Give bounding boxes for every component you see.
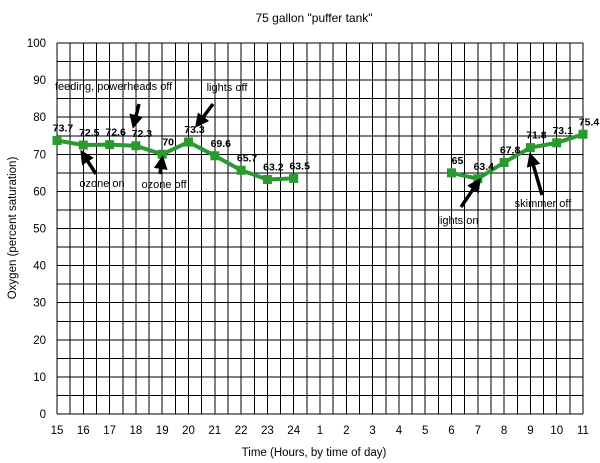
data-point — [262, 175, 272, 185]
annotation-label: ozone off — [141, 179, 187, 191]
data-point — [447, 168, 456, 178]
data-point — [184, 137, 193, 147]
data-point — [105, 140, 115, 150]
y-axis-label: Oxygen (percent saturation) — [7, 157, 19, 300]
annotation-arrow — [153, 155, 168, 175]
y-tick-label: 90 — [33, 75, 46, 87]
data-label: 67.8 — [500, 144, 521, 156]
annotation-label: lights off — [207, 82, 249, 94]
x-tick-label: 10 — [550, 425, 563, 437]
data-point — [289, 173, 299, 183]
x-tick-label: 6 — [448, 425, 454, 437]
series-line — [56, 138, 294, 182]
y-tick-label: 70 — [33, 149, 46, 161]
data-label: 63.2 — [263, 162, 284, 174]
data-label: 72.6 — [105, 127, 126, 139]
data-label: 73.3 — [184, 124, 205, 136]
data-label: 70 — [162, 136, 174, 148]
grid — [56, 42, 584, 415]
data-point — [131, 141, 141, 151]
y-tick-label: 0 — [40, 409, 46, 421]
annotation-arrow — [129, 103, 143, 129]
data-label: 63.5 — [289, 160, 310, 172]
x-tick-label: 2 — [343, 425, 349, 437]
x-tick-label: 23 — [261, 425, 274, 437]
x-tick-label: 19 — [156, 425, 169, 437]
x-tick-label: 16 — [77, 425, 90, 437]
data-label: 71.8 — [526, 130, 547, 142]
data-point — [78, 140, 88, 150]
x-tick-label: 1 — [317, 425, 323, 437]
annotation-arrow — [526, 152, 544, 196]
annotation-label: feeding, powerheads off — [55, 81, 173, 93]
x-tick-label: 9 — [527, 425, 533, 437]
x-tick-label: 15 — [51, 425, 64, 437]
data-point — [210, 151, 220, 161]
annotation-label: ozone on — [79, 178, 124, 190]
annotation-label: lights on — [438, 215, 479, 227]
annotation-arrow — [459, 177, 481, 208]
data-label: 69.6 — [211, 138, 232, 150]
data-point — [157, 149, 167, 159]
annotation-arrow — [80, 149, 98, 175]
data-label: 73.7 — [53, 123, 74, 135]
data-label: 75.4 — [579, 116, 600, 128]
data-label: 65.7 — [237, 152, 258, 164]
x-tick-label: 20 — [182, 425, 195, 437]
data-label: 65 — [452, 155, 464, 167]
data-labels: 73.7 72.5 72.6 72.3 70 73.3 69.6 65.7 63.2 63.5 65… — [53, 116, 600, 173]
data-label: 72.3 — [132, 128, 153, 140]
annotations: feeding, powerheads off ozone on ozone off… — [55, 81, 572, 227]
data-label: 72.5 — [79, 127, 100, 139]
y-tick-label: 10 — [33, 372, 46, 384]
y-tick-label: 50 — [33, 224, 46, 236]
x-tick-label: 22 — [235, 425, 248, 437]
y-tick-label: 30 — [33, 298, 46, 310]
annotation-label: skimmer off — [515, 198, 573, 210]
data-point — [52, 136, 62, 146]
series-layer — [52, 129, 588, 185]
y-tick-label: 100 — [27, 38, 46, 50]
data-label: 63.4 — [474, 161, 495, 173]
annotation-arrow — [195, 102, 215, 128]
x-tick-label: 11 — [577, 425, 589, 437]
data-label: 73.1 — [552, 125, 573, 137]
data-point — [499, 157, 509, 167]
data-point — [552, 138, 562, 148]
x-tick-label: 18 — [130, 425, 143, 437]
data-point — [578, 129, 588, 139]
chart-title: 75 gallon "puffer tank" — [255, 11, 372, 25]
x-tick-label: 4 — [396, 425, 403, 437]
y-tick-label: 20 — [33, 335, 46, 347]
y-tick-label: 80 — [33, 112, 46, 124]
x-tick-label: 24 — [287, 425, 300, 437]
x-tick-label: 5 — [422, 425, 428, 437]
data-point — [525, 143, 535, 153]
data-point — [236, 165, 246, 175]
x-tick-label: 8 — [501, 425, 507, 437]
x-tick-label: 21 — [208, 425, 221, 437]
x-axis-label: Time (Hours, by time of day) — [242, 447, 387, 459]
x-tick-label: 3 — [369, 425, 375, 437]
x-tick-label: 17 — [103, 425, 116, 437]
y-tick-label: 60 — [33, 186, 46, 198]
y-tick-label: 40 — [33, 261, 46, 273]
x-tick-label: 7 — [475, 425, 481, 437]
tick-labels: 15 16 17 18 19 20 21 22 23 24 1 2 3 4 5 6 7 8 9 10 110102030… — [27, 38, 589, 437]
